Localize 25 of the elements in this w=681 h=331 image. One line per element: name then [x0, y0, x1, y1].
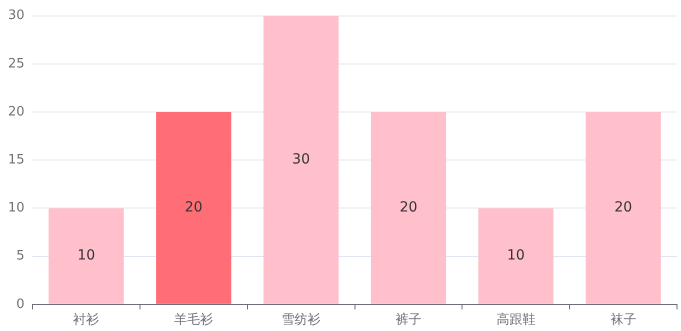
y-tick-label: 15 — [8, 152, 25, 168]
y-tick-label: 30 — [8, 8, 25, 24]
data-label: 20 — [614, 200, 632, 216]
y-tick-label: 10 — [8, 200, 25, 216]
data-label: 20 — [184, 200, 203, 216]
x-tick-label: 袜子 — [610, 312, 636, 328]
y-tick-label: 5 — [16, 248, 25, 264]
y-tick-label: 0 — [16, 296, 25, 312]
data-label: 10 — [77, 248, 96, 264]
bar — [263, 16, 339, 304]
x-tick-label: 裤子 — [395, 312, 422, 328]
bar — [156, 112, 232, 304]
bar — [586, 112, 661, 304]
bar — [478, 208, 554, 304]
data-label: 10 — [506, 248, 525, 264]
x-tick-label: 高跟鞋 — [496, 312, 536, 328]
data-label: 30 — [292, 151, 310, 168]
x-tick-label: 衬衫 — [73, 312, 100, 328]
y-tick-label: 25 — [8, 56, 25, 72]
bar — [370, 112, 446, 304]
x-tick-label: 雪纺衫 — [282, 312, 321, 328]
data-label: 20 — [400, 200, 418, 216]
x-tick-label: 羊毛衫 — [174, 312, 214, 328]
y-tick-label: 20 — [8, 104, 25, 120]
bar — [48, 208, 124, 304]
